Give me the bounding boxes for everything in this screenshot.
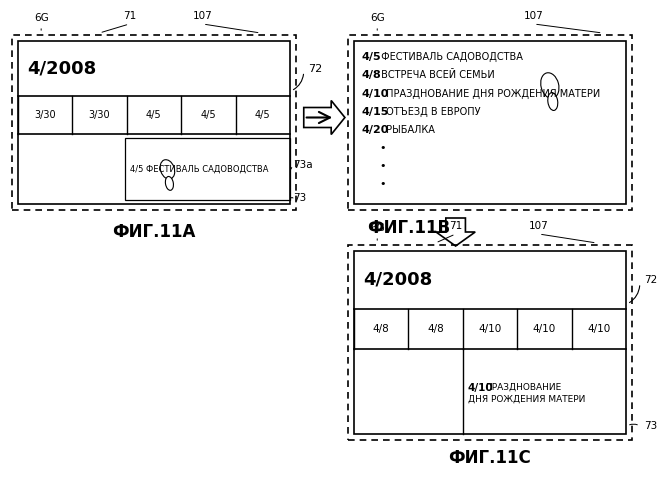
Text: ДНЯ РОЖДЕНИЯ МАТЕРИ: ДНЯ РОЖДЕНИЯ МАТЕРИ	[468, 395, 585, 404]
Text: 4/10: 4/10	[468, 382, 493, 392]
Text: •: •	[373, 143, 387, 153]
Text: 6G: 6G	[370, 223, 384, 233]
Text: ПРАЗДНОВАНИЕ ДНЯ РОЖДЕНИЯ МАТЕРИ: ПРАЗДНОВАНИЕ ДНЯ РОЖДЕНИЯ МАТЕРИ	[383, 88, 600, 99]
Bar	[348, 35, 632, 210]
Text: ПРАЗДНОВАНИЕ: ПРАЗДНОВАНИЕ	[486, 383, 562, 392]
Text: 4/2008: 4/2008	[363, 271, 433, 289]
Text: 72: 72	[307, 64, 322, 74]
Text: 4/15: 4/15	[361, 106, 389, 117]
Text: 73а: 73а	[293, 160, 313, 170]
Text: 4/5: 4/5	[200, 110, 216, 120]
Text: 107: 107	[524, 11, 544, 21]
Text: 4/5: 4/5	[146, 110, 162, 120]
Text: 4/10: 4/10	[587, 324, 610, 334]
Ellipse shape	[541, 73, 559, 98]
Text: •: •	[373, 179, 387, 189]
Text: ФИГ.11С: ФИГ.11С	[449, 449, 532, 467]
Text: 4/20: 4/20	[361, 124, 389, 134]
Text: ФЕСТИВАЛЬ САДОВОДСТВА: ФЕСТИВАЛЬ САДОВОДСТВА	[378, 52, 522, 62]
Ellipse shape	[548, 92, 558, 110]
Text: 4/10: 4/10	[478, 324, 501, 334]
Bar	[353, 41, 626, 204]
Polygon shape	[304, 100, 345, 134]
Text: ФИГ.11В: ФИГ.11В	[367, 219, 451, 237]
Bar	[18, 41, 290, 204]
Text: 4/5 ФЕСТИВАЛЬ САДОВОДСТВА: 4/5 ФЕСТИВАЛЬ САДОВОДСТВА	[129, 164, 268, 173]
Text: 73: 73	[293, 193, 306, 203]
Text: 4/2008: 4/2008	[28, 60, 97, 78]
Bar	[348, 245, 632, 440]
Text: 3/30: 3/30	[34, 110, 56, 120]
Text: 4/10: 4/10	[533, 324, 556, 334]
Text: 71: 71	[123, 11, 136, 21]
Text: 72: 72	[644, 275, 657, 285]
Bar	[12, 35, 296, 210]
Text: 4/5: 4/5	[255, 110, 271, 120]
Text: 3/30: 3/30	[89, 110, 110, 120]
Text: 73: 73	[644, 421, 657, 431]
Ellipse shape	[160, 160, 175, 179]
Text: 6G: 6G	[34, 13, 49, 23]
Bar	[125, 138, 290, 200]
Text: 4/5: 4/5	[361, 52, 381, 62]
Text: 71: 71	[449, 221, 463, 231]
Text: 107: 107	[529, 221, 549, 231]
Text: ОТЪЕЗД В ЕВРОПУ: ОТЪЕЗД В ЕВРОПУ	[383, 106, 481, 117]
Text: 107: 107	[193, 11, 213, 21]
Text: •: •	[373, 161, 387, 171]
Text: 4/8: 4/8	[427, 324, 444, 334]
Ellipse shape	[166, 176, 173, 190]
Polygon shape	[436, 218, 475, 246]
Text: 4/10: 4/10	[361, 88, 389, 99]
Text: ВСТРЕЧА ВСЕЙ СЕМЬИ: ВСТРЕЧА ВСЕЙ СЕМЬИ	[378, 70, 495, 81]
Bar	[353, 251, 626, 434]
Text: 4/8: 4/8	[373, 324, 390, 334]
Text: ФИГ.11А: ФИГ.11А	[112, 223, 196, 241]
Text: 4/8: 4/8	[361, 70, 381, 81]
Text: РЫБАЛКА: РЫБАЛКА	[383, 124, 435, 134]
Text: 6G: 6G	[370, 13, 384, 23]
